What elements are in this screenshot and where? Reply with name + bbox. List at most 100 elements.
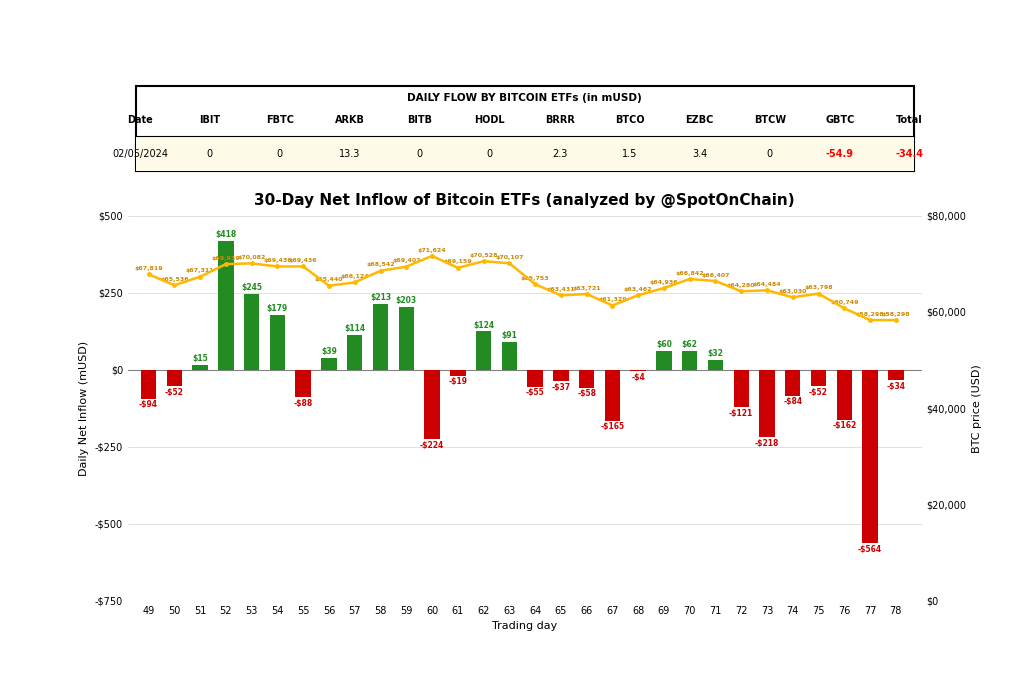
Text: -34.4: -34.4 bbox=[896, 149, 924, 159]
Text: $69,436: $69,436 bbox=[289, 258, 317, 263]
Text: $64,484: $64,484 bbox=[753, 282, 781, 287]
Text: 0: 0 bbox=[207, 149, 213, 159]
Bar bbox=[424, 370, 439, 439]
Text: -$162: -$162 bbox=[833, 421, 856, 431]
Text: $66,124: $66,124 bbox=[340, 274, 369, 279]
Text: $61,329: $61,329 bbox=[598, 297, 627, 302]
Bar bbox=[218, 241, 233, 370]
Text: $71,624: $71,624 bbox=[418, 248, 446, 252]
Text: -$37: -$37 bbox=[551, 383, 570, 392]
Text: -54.9: -54.9 bbox=[825, 149, 854, 159]
Text: -$55: -$55 bbox=[525, 389, 545, 398]
Y-axis label: Daily Net Inflow (mUSD): Daily Net Inflow (mUSD) bbox=[79, 341, 89, 476]
Text: BITB: BITB bbox=[408, 115, 432, 126]
Text: $58,298: $58,298 bbox=[856, 312, 885, 317]
Text: $65,536: $65,536 bbox=[160, 277, 188, 282]
Bar bbox=[527, 370, 543, 387]
Bar bbox=[656, 351, 672, 370]
Y-axis label: BTC price (USD): BTC price (USD) bbox=[972, 364, 982, 452]
Text: $63,030: $63,030 bbox=[778, 289, 807, 294]
Text: 1.5: 1.5 bbox=[623, 149, 638, 159]
Text: $114: $114 bbox=[344, 324, 366, 333]
Text: $63,721: $63,721 bbox=[572, 286, 601, 291]
Text: 02/05/2024: 02/05/2024 bbox=[112, 149, 168, 159]
Text: $69,939: $69,939 bbox=[212, 256, 241, 261]
Text: $63,798: $63,798 bbox=[804, 286, 833, 290]
Text: $69,402: $69,402 bbox=[392, 259, 421, 263]
Text: $418: $418 bbox=[215, 230, 237, 239]
Text: $63,431: $63,431 bbox=[547, 287, 575, 292]
Text: $67,311: $67,311 bbox=[185, 269, 214, 273]
Text: BRRR: BRRR bbox=[545, 115, 574, 126]
Text: $66,407: $66,407 bbox=[701, 273, 730, 277]
Text: 2.3: 2.3 bbox=[552, 149, 567, 159]
Text: $67,819: $67,819 bbox=[134, 266, 163, 271]
Text: $39: $39 bbox=[322, 347, 337, 356]
Text: -$58: -$58 bbox=[578, 389, 596, 398]
Text: $68,542: $68,542 bbox=[367, 263, 395, 267]
Text: $245: $245 bbox=[242, 284, 262, 292]
Bar bbox=[553, 370, 568, 381]
Bar bbox=[811, 370, 826, 385]
Text: -$165: -$165 bbox=[600, 423, 625, 431]
Text: FBTC: FBTC bbox=[266, 115, 294, 126]
Text: $124: $124 bbox=[473, 321, 495, 329]
Text: -$224: -$224 bbox=[420, 441, 444, 450]
Text: $15: $15 bbox=[193, 354, 208, 363]
Bar bbox=[605, 370, 621, 421]
Text: Total: Total bbox=[896, 115, 923, 126]
Text: 13.3: 13.3 bbox=[339, 149, 360, 159]
Bar bbox=[136, 136, 913, 171]
Bar bbox=[193, 365, 208, 370]
Text: 0: 0 bbox=[486, 149, 493, 159]
Text: $69,159: $69,159 bbox=[443, 259, 472, 265]
Text: $65,753: $65,753 bbox=[521, 276, 550, 281]
Bar bbox=[708, 360, 723, 370]
Text: -$34: -$34 bbox=[887, 382, 905, 391]
Text: $66,842: $66,842 bbox=[676, 271, 705, 275]
Text: 0: 0 bbox=[767, 149, 773, 159]
Bar bbox=[476, 331, 492, 370]
Bar bbox=[373, 304, 388, 370]
Text: $70,107: $70,107 bbox=[496, 255, 523, 260]
Text: IBIT: IBIT bbox=[200, 115, 220, 126]
Text: EZBC: EZBC bbox=[685, 115, 714, 126]
Bar bbox=[451, 370, 466, 375]
Text: BTCO: BTCO bbox=[615, 115, 644, 126]
Text: $58,298: $58,298 bbox=[882, 312, 910, 317]
Text: HODL: HODL bbox=[474, 115, 505, 126]
Bar bbox=[347, 335, 362, 370]
Bar bbox=[759, 370, 775, 437]
Text: GBTC: GBTC bbox=[825, 115, 854, 126]
Bar bbox=[322, 358, 337, 370]
Text: ARKB: ARKB bbox=[335, 115, 365, 126]
Bar bbox=[631, 370, 646, 371]
Bar bbox=[785, 370, 801, 396]
Text: $69,436: $69,436 bbox=[263, 258, 292, 263]
Text: 0: 0 bbox=[276, 149, 283, 159]
Bar bbox=[862, 370, 878, 543]
Text: -$84: -$84 bbox=[783, 398, 803, 406]
Text: BTCW: BTCW bbox=[754, 115, 785, 126]
Text: $32: $32 bbox=[708, 349, 723, 358]
Text: DAILY FLOW BY BITCOIN ETFs (in mUSD): DAILY FLOW BY BITCOIN ETFs (in mUSD) bbox=[408, 92, 642, 103]
Text: -$52: -$52 bbox=[165, 387, 184, 396]
Bar bbox=[269, 315, 285, 370]
Bar bbox=[888, 370, 903, 380]
X-axis label: Trading day: Trading day bbox=[493, 621, 557, 631]
Text: $70,528: $70,528 bbox=[469, 253, 498, 258]
Text: 3.4: 3.4 bbox=[692, 149, 708, 159]
Text: Date: Date bbox=[127, 115, 153, 126]
Text: $64,936: $64,936 bbox=[649, 279, 678, 285]
Text: -$52: -$52 bbox=[809, 387, 828, 396]
Text: $70,082: $70,082 bbox=[238, 255, 266, 260]
Text: $60,749: $60,749 bbox=[830, 300, 858, 305]
Text: $213: $213 bbox=[370, 293, 391, 302]
Text: $179: $179 bbox=[267, 304, 288, 313]
Text: $62: $62 bbox=[682, 340, 697, 349]
Text: -$88: -$88 bbox=[294, 399, 313, 408]
Text: -$94: -$94 bbox=[139, 400, 158, 410]
Bar bbox=[733, 370, 749, 407]
Text: -$121: -$121 bbox=[729, 409, 754, 418]
Text: $60: $60 bbox=[656, 340, 672, 350]
